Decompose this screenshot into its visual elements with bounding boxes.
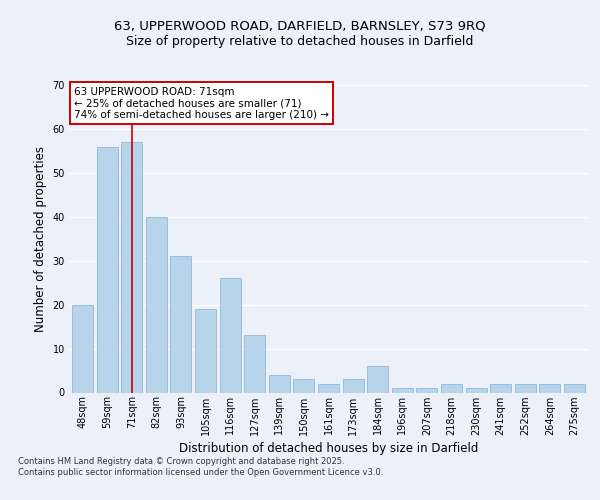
Bar — [367, 366, 388, 392]
Bar — [97, 146, 118, 392]
Bar — [392, 388, 413, 392]
Text: 63, UPPERWOOD ROAD, DARFIELD, BARNSLEY, S73 9RQ: 63, UPPERWOOD ROAD, DARFIELD, BARNSLEY, … — [114, 20, 486, 32]
Bar — [515, 384, 536, 392]
Bar — [564, 384, 585, 392]
Bar — [244, 336, 265, 392]
Bar — [170, 256, 191, 392]
Y-axis label: Number of detached properties: Number of detached properties — [34, 146, 47, 332]
Bar — [269, 375, 290, 392]
Bar — [441, 384, 462, 392]
Bar — [539, 384, 560, 392]
Bar — [195, 309, 216, 392]
Bar — [490, 384, 511, 392]
Text: Contains HM Land Registry data © Crown copyright and database right 2025.
Contai: Contains HM Land Registry data © Crown c… — [18, 458, 383, 477]
Bar — [416, 388, 437, 392]
Bar — [220, 278, 241, 392]
X-axis label: Distribution of detached houses by size in Darfield: Distribution of detached houses by size … — [179, 442, 478, 454]
Bar — [343, 380, 364, 392]
Text: 63 UPPERWOOD ROAD: 71sqm
← 25% of detached houses are smaller (71)
74% of semi-d: 63 UPPERWOOD ROAD: 71sqm ← 25% of detach… — [74, 86, 329, 120]
Bar — [466, 388, 487, 392]
Bar — [293, 380, 314, 392]
Bar — [318, 384, 339, 392]
Bar — [72, 304, 93, 392]
Bar — [121, 142, 142, 393]
Text: Size of property relative to detached houses in Darfield: Size of property relative to detached ho… — [127, 34, 473, 48]
Bar — [146, 217, 167, 392]
